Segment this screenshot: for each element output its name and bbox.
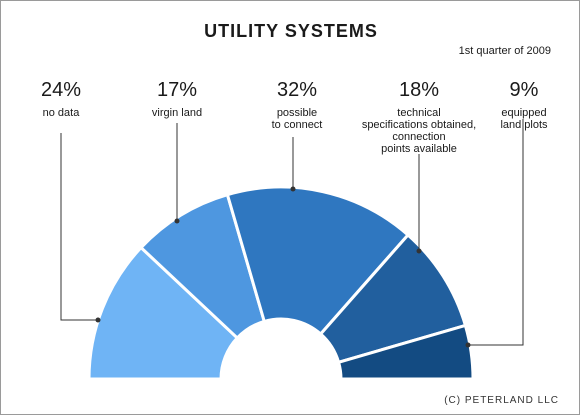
slice-label-virgin-land: virgin land (151, 107, 203, 119)
value-label-no-data: 24% (40, 79, 82, 101)
slice-label-possible-to-connect: possible to connect (271, 107, 323, 131)
leader-line-equipped-land-plots (468, 119, 524, 346)
copyright: (C) PETERLAND LLC (444, 395, 559, 406)
leader-dot-possible-to-connect (290, 186, 296, 192)
leader-dot-no-data (95, 317, 101, 323)
slice-no-data (87, 245, 240, 381)
value-label-virgin-land: 17% (156, 79, 198, 101)
value-label-technical-specifications: 18% (398, 79, 440, 101)
leader-dot-equipped-land-plots (465, 342, 471, 348)
value-label-possible-to-connect: 32% (276, 79, 318, 101)
leader-dot-technical-specifications (416, 248, 422, 254)
slice-possible-to-connect (225, 185, 411, 337)
leader-line-no-data (60, 133, 98, 321)
slice-label-equipped-land-plots: equipped land plots (500, 107, 548, 131)
chart-title: UTILITY SYSTEMS (204, 21, 378, 41)
slice-label-technical-specifications: technical specifications obtained, conne… (361, 107, 477, 155)
leader-dot-virgin-land (174, 218, 180, 224)
slice-equipped-land-plots (336, 323, 475, 381)
value-label-equipped-land-plots: 9% (509, 79, 539, 101)
slice-label-no-data: no data (42, 107, 80, 119)
chart-subtitle: 1st quarter of 2009 (458, 45, 551, 57)
